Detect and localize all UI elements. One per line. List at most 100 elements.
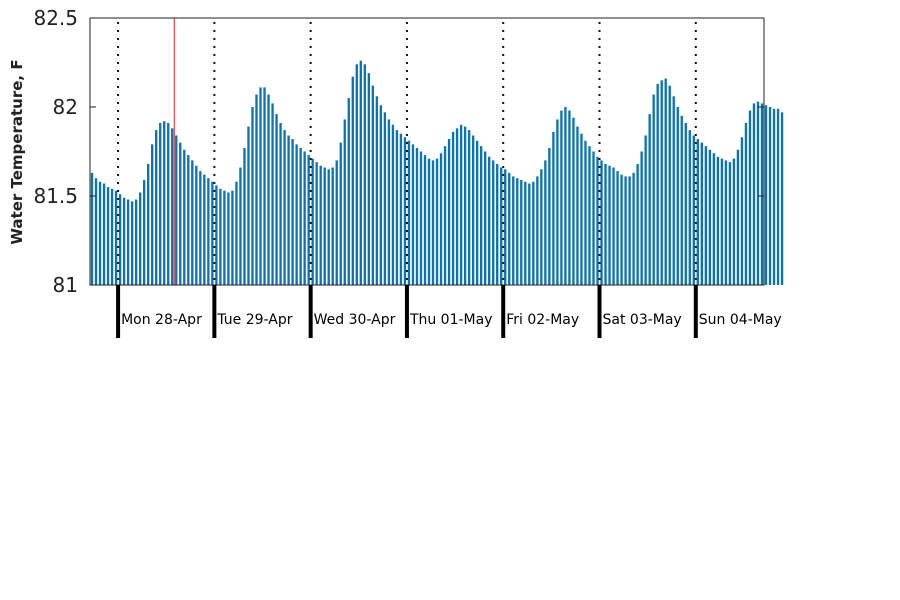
- bar: [508, 172, 511, 285]
- bar: [219, 188, 222, 285]
- bar: [315, 162, 318, 285]
- bar: [327, 169, 330, 285]
- bar: [467, 130, 471, 285]
- bar: [343, 119, 346, 286]
- bar: [355, 64, 358, 285]
- bar: [203, 174, 206, 285]
- bar: [624, 176, 627, 285]
- bar: [263, 87, 266, 285]
- bar: [500, 167, 503, 285]
- bar: [728, 162, 732, 285]
- bar: [604, 163, 607, 285]
- bar: [572, 117, 575, 286]
- bar: [134, 199, 138, 285]
- bar: [664, 78, 667, 286]
- bar: [684, 123, 687, 286]
- bar: [155, 130, 158, 285]
- bar: [564, 107, 567, 285]
- bar: [668, 85, 671, 285]
- bar: [375, 96, 379, 285]
- bar: [724, 160, 728, 285]
- bar: [183, 149, 186, 285]
- bar: [403, 137, 407, 285]
- bar: [331, 167, 334, 285]
- bar: [275, 114, 278, 286]
- bar: [504, 169, 507, 285]
- bar: [319, 165, 322, 285]
- bar: [235, 181, 238, 285]
- bar: [239, 167, 242, 285]
- day-label: Wed 30-Apr: [314, 312, 396, 328]
- bar: [520, 179, 523, 285]
- bar: [475, 140, 479, 285]
- bar: [636, 163, 639, 285]
- bar: [439, 153, 443, 285]
- bar: [159, 123, 162, 286]
- bar: [588, 146, 591, 285]
- bar: [471, 135, 475, 285]
- bar: [672, 96, 675, 285]
- bar: [596, 156, 599, 285]
- bar: [652, 94, 655, 285]
- bar: [548, 147, 551, 285]
- bar: [251, 107, 254, 285]
- bar: [399, 133, 403, 285]
- bar: [696, 139, 699, 285]
- bar: [287, 135, 290, 285]
- y-tick-label: 82: [53, 95, 78, 119]
- bar: [776, 108, 780, 285]
- bar: [102, 183, 106, 285]
- bar: [764, 105, 768, 285]
- bar: [138, 192, 142, 285]
- bar: [122, 197, 126, 285]
- bar: [600, 160, 603, 285]
- bar: [516, 178, 519, 285]
- bar: [179, 142, 182, 285]
- bar: [307, 155, 310, 285]
- bar: [411, 144, 415, 285]
- bar: [187, 155, 190, 285]
- bar: [431, 160, 435, 285]
- bar: [435, 158, 439, 285]
- y-tick-label: 82.5: [33, 6, 78, 30]
- bar: [175, 135, 178, 285]
- bar: [540, 169, 543, 285]
- bar: [271, 103, 274, 285]
- day-label: Fri 02-May: [506, 312, 579, 328]
- day-label: Thu 01-May: [409, 312, 493, 328]
- bar: [451, 131, 455, 285]
- bar: [492, 160, 495, 285]
- bar: [756, 101, 760, 285]
- bar: [455, 128, 459, 285]
- bar: [279, 123, 282, 286]
- bar: [351, 76, 354, 286]
- bar: [536, 176, 539, 285]
- x-axis-day-ticks: Mon 28-Apr Tue 29-Apr Wed 30-Apr Thu 01-May…: [116, 285, 782, 338]
- bar: [247, 126, 250, 285]
- day-label: Tue 29-Apr: [216, 312, 292, 328]
- bar: [283, 130, 286, 285]
- bar: [459, 124, 463, 285]
- bar: [688, 130, 691, 285]
- bar: [580, 133, 583, 285]
- bar: [199, 171, 202, 285]
- bar: [383, 112, 387, 285]
- bar: [163, 121, 166, 286]
- bar: [660, 80, 663, 285]
- bar: [215, 185, 218, 285]
- bar: [748, 110, 752, 285]
- bar: [299, 147, 302, 285]
- bar: [323, 167, 326, 285]
- bar: [608, 165, 611, 285]
- bar: [347, 98, 350, 285]
- bar: [592, 151, 595, 285]
- bar: [311, 158, 314, 285]
- bar: [632, 172, 635, 285]
- bar: [644, 135, 647, 285]
- bar: [676, 107, 679, 285]
- bar: [708, 149, 712, 285]
- bar: [772, 108, 776, 285]
- bar: [556, 119, 559, 286]
- bar: [211, 181, 214, 285]
- bar: [291, 139, 294, 285]
